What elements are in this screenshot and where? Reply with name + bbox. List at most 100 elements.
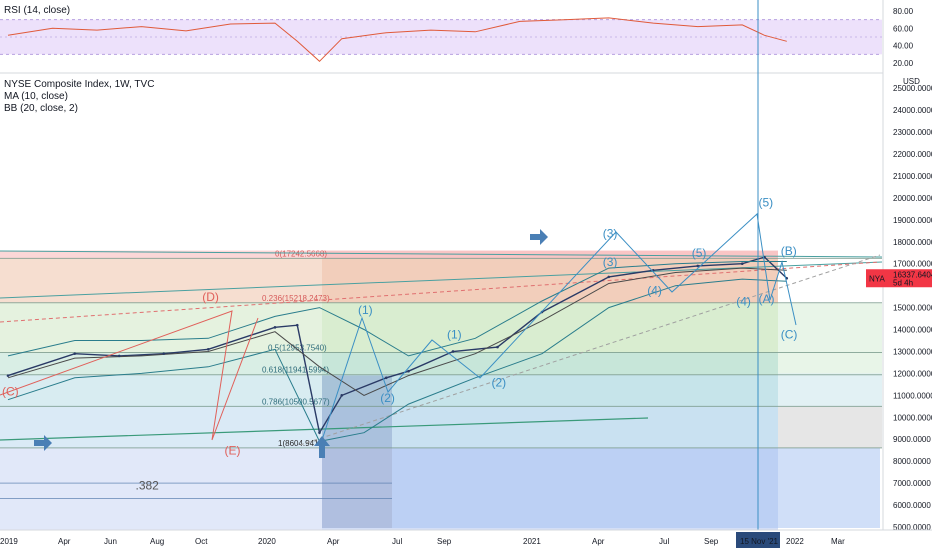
price-tick-label: 11000.0000 xyxy=(893,391,932,400)
currency-label: USD xyxy=(903,77,920,86)
time-tick-label: Apr xyxy=(58,537,71,546)
price-tick-label: 19000.0000 xyxy=(893,216,932,225)
price-point xyxy=(696,264,700,268)
price-badge xyxy=(866,269,932,288)
price-tick-label: 25000.0000 xyxy=(893,84,932,93)
time-tick-label: Apr xyxy=(592,537,605,546)
price-point xyxy=(273,326,277,329)
price-point xyxy=(73,352,77,355)
price-tick-label: 24000.0000 xyxy=(893,106,932,115)
ma-legend[interactable]: MA (10, close) xyxy=(4,91,68,102)
price-tick-label: 14000.0000 xyxy=(893,326,932,335)
fib-zone-left xyxy=(0,447,322,534)
rsi-legend[interactable]: RSI (14, close) xyxy=(4,5,71,16)
price-tick-label: 22000.0000 xyxy=(893,150,932,159)
rsi-tick-label: 20.00 xyxy=(893,59,914,68)
price-point xyxy=(295,323,299,327)
wave-label: (B) xyxy=(781,244,797,258)
wave-label: (1) xyxy=(447,327,462,341)
elliott-wave-red xyxy=(0,310,259,441)
trendline-gray-dashed xyxy=(299,254,881,446)
wave-label: (D) xyxy=(202,290,219,304)
wave-label: .382 xyxy=(136,479,160,493)
bb-legend[interactable]: BB (20, close, 2) xyxy=(4,103,78,114)
time-tick-label: Jul xyxy=(392,537,402,546)
crash-highlight-box xyxy=(322,375,392,528)
main-title[interactable]: NYSE Composite Index, 1W, TVC xyxy=(4,79,155,90)
arrow-up-icon xyxy=(314,436,330,458)
time-tick-label: 2020 xyxy=(258,537,276,546)
price-point xyxy=(607,275,611,279)
crosshair-time-label: 15 Nov '21 xyxy=(740,537,779,546)
time-tick-label: Apr xyxy=(327,537,340,546)
price-point xyxy=(407,369,410,373)
fib-label: 0.618(11941.5994) xyxy=(262,366,329,375)
price-tick-label: 20000.0000 xyxy=(893,194,932,203)
price-tick-label: 13000.0000 xyxy=(893,347,932,356)
fib-zone-right xyxy=(322,406,778,448)
rsi-tick-label: 60.00 xyxy=(893,24,914,33)
price-tick-label: 8000.0000 xyxy=(893,457,931,466)
trendline-red-dashed xyxy=(0,261,881,323)
time-tick-label: Oct xyxy=(195,537,208,546)
time-tick-label: Mar xyxy=(831,537,845,546)
wave-label: (1) xyxy=(358,303,373,317)
wave-label: (2) xyxy=(492,376,507,390)
rsi-tick-label: 40.00 xyxy=(893,42,914,51)
price-point xyxy=(318,431,321,434)
price-point xyxy=(6,374,10,377)
price-tick-label: 15000.0000 xyxy=(893,304,932,313)
time-tick-label: Jun xyxy=(104,537,117,546)
price-series-line xyxy=(7,256,788,435)
price-point xyxy=(740,262,744,266)
blue-highlight-box xyxy=(392,448,880,528)
fib-zone-ext-gray xyxy=(778,406,882,449)
time-axis-bg xyxy=(0,530,932,550)
arrow-right-icon xyxy=(34,435,52,451)
trendline-lower xyxy=(0,417,649,441)
trendline-top xyxy=(0,250,883,258)
time-tick-label: 2022 xyxy=(786,537,804,546)
fib-zone-left xyxy=(0,374,322,407)
price-point xyxy=(162,352,166,355)
wave-label: (C) xyxy=(2,384,19,398)
wave-label: (E) xyxy=(225,444,241,458)
fib-zone-ext-blue xyxy=(778,373,882,407)
price-point xyxy=(451,350,455,353)
price-point xyxy=(117,354,121,358)
time-tick-label: 2021 xyxy=(523,537,541,546)
fib-zone-right xyxy=(322,302,778,353)
price-point xyxy=(340,394,344,397)
price-point xyxy=(496,345,499,349)
price-point xyxy=(206,347,210,351)
wave-label: (4) xyxy=(736,294,751,308)
rsi-tick-label: 80.00 xyxy=(893,7,914,16)
time-tick-label: Jul xyxy=(659,537,669,546)
price-tick-label: 18000.0000 xyxy=(893,238,932,247)
fib-label: 0.236(15218.2473) xyxy=(262,294,330,303)
wave-label: (2) xyxy=(380,391,395,405)
price-tick-label: 6000.0000 xyxy=(893,501,931,510)
bb-lower-line xyxy=(7,278,787,442)
arrow-right-icon xyxy=(530,229,548,245)
price-badge-symbol: NYA xyxy=(869,274,886,283)
price-tick-label: 7000.0000 xyxy=(893,479,931,488)
wave-label: (5) xyxy=(759,196,774,210)
wave-label: (C) xyxy=(781,327,798,341)
trendline-channel-upper xyxy=(0,261,883,299)
wave-label: (3) xyxy=(603,255,618,269)
price-tick-label: 5000.0000 xyxy=(893,523,931,532)
crosshair-time-badge xyxy=(736,532,780,548)
price-tick-label: 21000.0000 xyxy=(893,172,932,181)
price-tick-label: 23000.0000 xyxy=(893,128,932,137)
rsi-series-line xyxy=(7,17,787,62)
price-tick-label: 9000.0000 xyxy=(893,435,931,444)
price-badge-countdown: 5d 4h xyxy=(893,278,913,287)
fib-zone-left xyxy=(0,250,322,259)
time-tick-label: Aug xyxy=(150,537,164,546)
fib-label: 0(17242.5668) xyxy=(275,249,327,258)
price-tick-label: 10000.0000 xyxy=(893,413,932,422)
wave-label: (4) xyxy=(647,283,662,297)
